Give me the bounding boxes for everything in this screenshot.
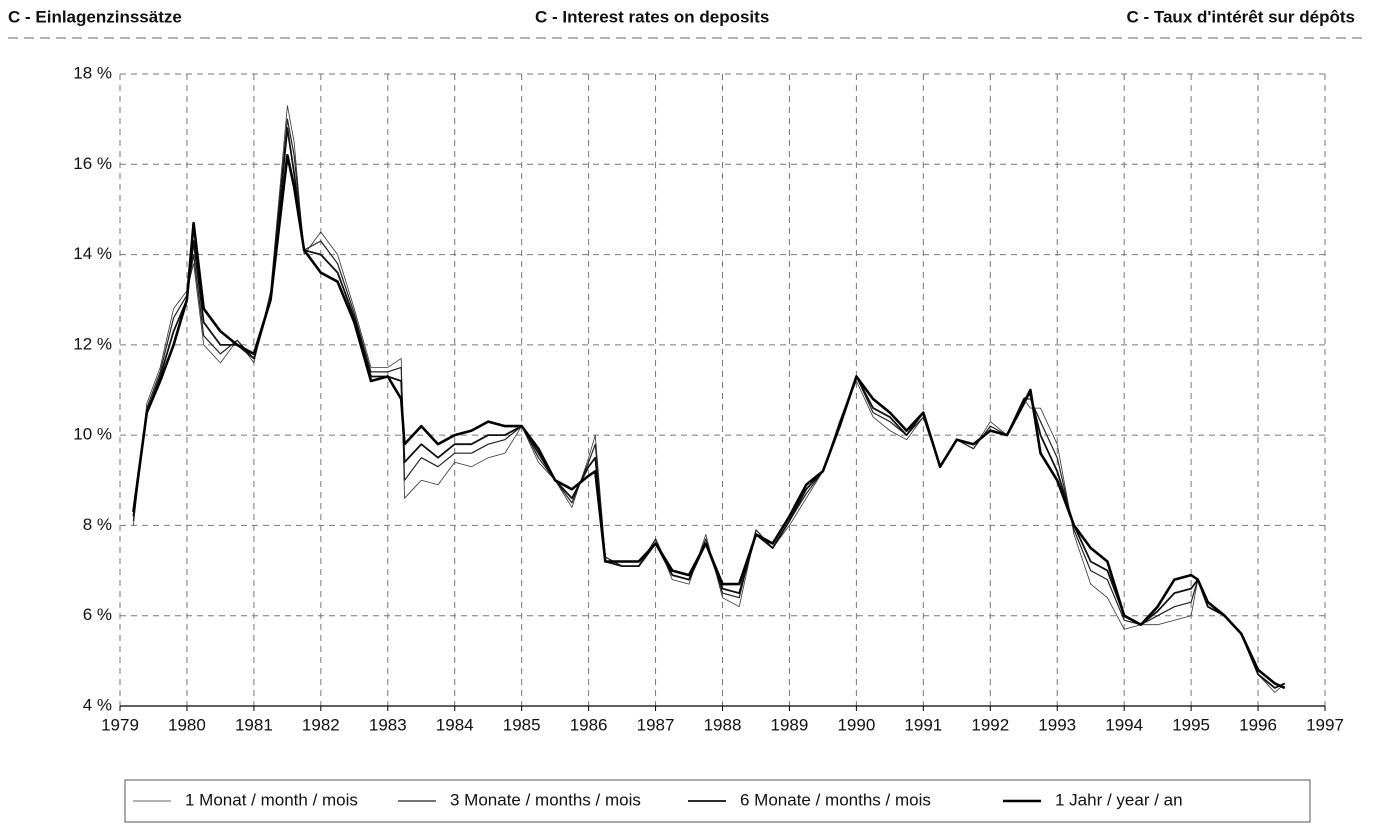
chart-title: C - Taux d'intérêt sur dépôts [1126,7,1355,26]
x-tick-label: 1988 [704,715,742,734]
x-tick-label: 1985 [503,715,541,734]
legend-label: 1 Monat / month / mois [185,790,358,809]
x-tick-label: 1986 [570,715,608,734]
x-tick-label: 1987 [637,715,675,734]
series-line [132,118,1286,689]
x-tick-label: 1995 [1172,715,1210,734]
series-line [133,105,1286,693]
y-tick-label: 10 % [73,425,112,444]
y-tick-label: 8 % [83,515,112,534]
x-tick-label: 1979 [101,715,139,734]
x-tick-label: 1994 [1105,715,1143,734]
x-tick-label: 1997 [1306,715,1344,734]
series-line [132,127,1286,689]
chart-title: C - Interest rates on deposits [535,7,769,26]
x-tick-label: 1992 [971,715,1009,734]
legend-box [124,779,1311,823]
chart-title: C - Einlagenzinssätze [8,7,182,26]
y-tick-label: 16 % [73,154,112,173]
y-tick-label: 12 % [73,334,112,353]
legend-label: 3 Monate / months / mois [450,790,641,809]
x-tick-label: 1996 [1239,715,1277,734]
legend-label: 6 Monate / months / mois [740,790,931,809]
y-tick-label: 6 % [83,605,112,624]
legend-label: 1 Jahr / year / an [1055,790,1183,809]
x-tick-label: 1983 [369,715,407,734]
x-tick-label: 1981 [235,715,273,734]
x-tick-label: 1991 [904,715,942,734]
y-tick-label: 4 % [83,695,112,714]
x-tick-label: 1990 [837,715,875,734]
x-tick-label: 1984 [436,715,474,734]
x-tick-label: 1980 [168,715,206,734]
x-tick-label: 1982 [302,715,340,734]
series-line [132,154,1286,690]
x-tick-label: 1993 [1038,715,1076,734]
y-tick-label: 18 % [73,63,112,82]
y-tick-label: 14 % [73,244,112,263]
x-tick-label: 1989 [771,715,809,734]
